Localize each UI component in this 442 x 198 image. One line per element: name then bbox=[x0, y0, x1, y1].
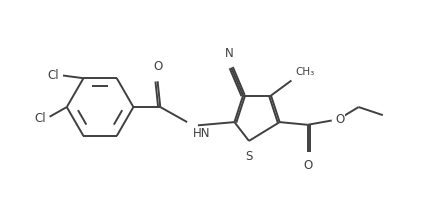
Text: HN: HN bbox=[193, 128, 210, 140]
Text: S: S bbox=[245, 149, 252, 163]
Text: Cl: Cl bbox=[34, 112, 46, 125]
Text: Cl: Cl bbox=[48, 69, 59, 82]
Text: O: O bbox=[303, 159, 312, 172]
Text: N: N bbox=[225, 47, 233, 60]
Text: O: O bbox=[335, 113, 345, 127]
Text: CH₃: CH₃ bbox=[296, 67, 315, 77]
Text: O: O bbox=[153, 60, 163, 73]
